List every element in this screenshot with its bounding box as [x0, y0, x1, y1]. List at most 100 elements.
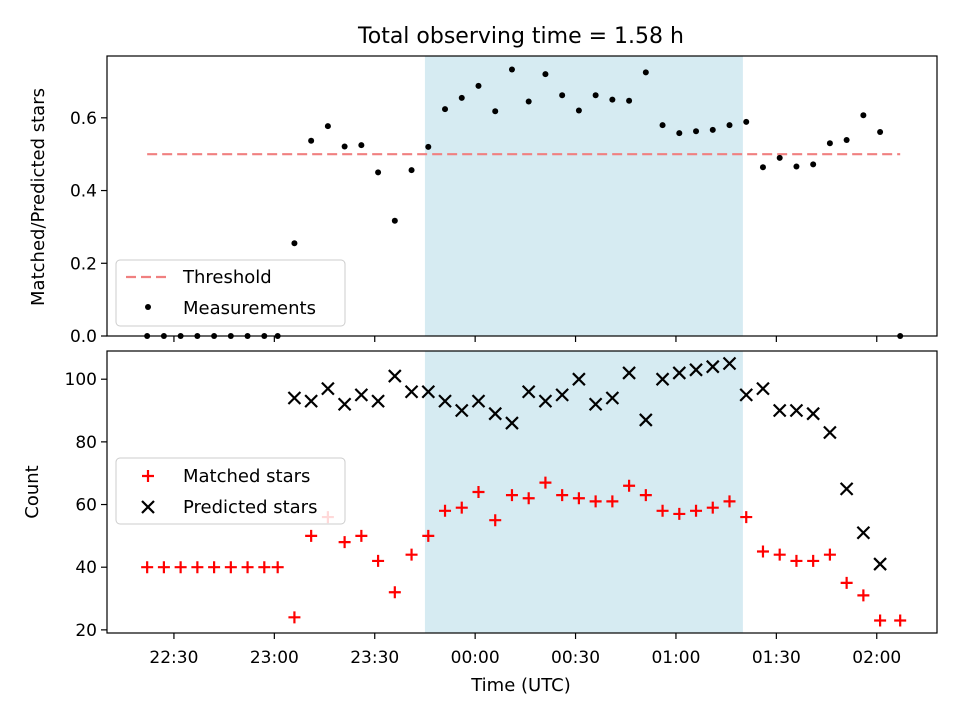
top-y-axis: 0.0 0.2 0.4 0.6 [70, 109, 107, 347]
xtick-label: 23:30 [350, 648, 399, 668]
matched-star-point [338, 536, 351, 549]
measurement-point [659, 122, 666, 129]
matched-star-point [572, 492, 585, 505]
matched-star-point [756, 545, 769, 558]
predicted-star-point [321, 381, 335, 396]
matched-star-point [439, 504, 452, 517]
measurement-point [442, 106, 449, 113]
top-legend-box [115, 259, 346, 327]
predicted-star-point [672, 366, 687, 380]
measurement-point [341, 143, 348, 150]
bottom-ytick-label: 100 [65, 370, 97, 390]
measurement-point [575, 107, 582, 114]
observing-window-span [424, 56, 743, 336]
matched-star-point [271, 561, 284, 574]
predicted-star-point [438, 394, 452, 408]
predicted-star-point [337, 397, 352, 412]
predicted-star-point [555, 388, 569, 402]
predicted-star-point [772, 403, 787, 418]
matched-star-point [288, 611, 301, 624]
matched-star-point [623, 479, 636, 492]
matched-star-point [174, 561, 187, 574]
matched-star-point [874, 614, 887, 627]
matched-star-point [894, 614, 907, 627]
matched-star-point [857, 589, 870, 602]
xtick-label: 02:00 [852, 648, 901, 668]
predicted-star-point [789, 403, 804, 418]
matched-star-point [505, 489, 518, 502]
predicted-star-point [722, 356, 737, 371]
legend-threshold-label: Threshold [182, 267, 272, 288]
matched-star-point [455, 501, 468, 514]
measurement-point [475, 82, 482, 89]
predicted-star-point [588, 397, 603, 412]
top-x-ticks [173, 336, 878, 342]
bottom-y-axis-label: Count [22, 465, 43, 518]
measurement-point [324, 123, 331, 130]
matched-star-point [773, 548, 786, 561]
matched-star-point [790, 554, 803, 567]
measurement-point [308, 137, 315, 144]
measurement-point [592, 92, 599, 99]
measurement-point [642, 69, 649, 76]
xtick-label: 00:00 [451, 648, 500, 668]
matched-star-point [258, 561, 271, 574]
matched-star-point [422, 529, 435, 542]
predicted-star-point [839, 482, 854, 496]
matched-star-point [606, 495, 619, 508]
predicted-star-point [454, 403, 469, 418]
matched-star-point [208, 561, 221, 574]
matched-star-point [405, 548, 418, 561]
xtick-label: 01:00 [651, 648, 700, 668]
predicted-star-point [689, 363, 703, 377]
measurement-point [508, 66, 515, 73]
predicted-star-point [806, 406, 820, 421]
measurement-point [492, 108, 499, 115]
x-axis-label: Time (UTC) [470, 675, 571, 696]
predicted-star-point [739, 388, 754, 402]
predicted-star-point [873, 557, 887, 571]
bottom-legend: Matched stars Predicted stars [115, 457, 346, 525]
legend-measurements-label: Measurements [183, 298, 316, 319]
matched-star-point [489, 514, 502, 527]
bottom-legend-box [115, 457, 346, 525]
predicted-star-point [354, 388, 369, 402]
top-axes-frame [106, 55, 938, 337]
measurement-point [291, 240, 298, 247]
predicted-star-point [371, 394, 385, 408]
predicted-star-point [287, 391, 302, 405]
matched-star-point [241, 561, 254, 574]
measurement-point [743, 118, 750, 125]
bottom-axes-frame [106, 350, 938, 634]
matched-star-point [388, 586, 401, 599]
measurement-point [776, 154, 783, 161]
bottom-ytick-label: 60 [75, 496, 97, 516]
matched-star-point [706, 501, 719, 514]
predicted-star-point [605, 391, 620, 405]
measurement-point [826, 140, 833, 147]
predicted-star-point [505, 416, 519, 430]
predicted-star-point [856, 525, 871, 540]
predicted-star-point [572, 372, 586, 386]
matched-star-point [673, 507, 686, 520]
predicted-star-point [421, 384, 436, 399]
predicted-star-point [521, 384, 536, 399]
matched-star-point [224, 561, 237, 574]
matched-star-point [372, 554, 385, 567]
top-ytick-label: 0.2 [70, 254, 97, 274]
legend-matched-swatch [142, 470, 154, 482]
matched-star-point [840, 576, 853, 589]
measurement-point [676, 130, 683, 137]
measurement-point [525, 98, 532, 105]
measurement-point [458, 94, 465, 101]
bottom-ytick-label: 80 [75, 433, 97, 453]
predicted-star-point [622, 366, 636, 380]
measurement-point [759, 164, 766, 171]
legend-predicted-swatch [141, 500, 155, 514]
matched-star-point [589, 495, 602, 508]
predicted-star-point [823, 425, 837, 440]
measurement-point [793, 163, 800, 170]
measurement-point [375, 169, 382, 176]
matched-star-point [807, 554, 820, 567]
top-panel: 0.0 0.2 0.4 0.6 Matched/Predicted stars Thr… [28, 55, 938, 347]
